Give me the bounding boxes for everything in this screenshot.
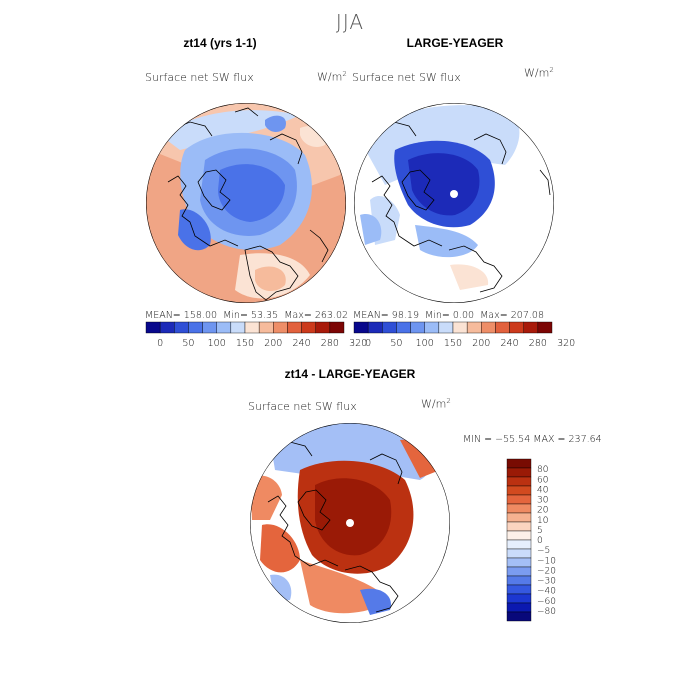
colorbar-large-yeager-swatch	[353, 321, 369, 334]
colorbar-difference-swatch	[506, 530, 532, 541]
colorbar-difference-swatch	[506, 458, 532, 469]
colorbar-zt14-swatch	[159, 321, 175, 334]
colorbar-zt14-tick-label: 0	[157, 338, 163, 349]
map-large-yeager	[354, 103, 554, 303]
colorbar-difference-swatch	[506, 584, 532, 595]
page-title: JJA	[335, 10, 365, 34]
panel2-title: LARGE-YEAGER	[406, 36, 504, 50]
colorbar-difference-tick-label: 60	[537, 475, 548, 485]
colorbar-large-yeager: 0 50 100 150 200 240 280 320	[353, 321, 575, 349]
colorbar-large-yeager-swatch	[396, 321, 411, 334]
colorbar-zt14-swatch	[145, 321, 161, 334]
colorbar-difference-tick-label: −60	[537, 597, 556, 607]
colorbar-difference-swatch	[506, 602, 532, 613]
colorbar-zt14-tick-label: 200	[264, 338, 282, 349]
colorbar-difference-tick-label: 40	[537, 485, 548, 495]
colorbar-zt14-swatch	[315, 321, 331, 334]
colorbar-difference-tick-label: 80	[537, 465, 548, 475]
colorbar-difference-tick-label: −80	[537, 607, 556, 617]
colorbar-large-yeager-swatch	[367, 321, 383, 334]
colorbar-difference-swatch	[506, 485, 532, 496]
colorbar-zt14-swatch	[230, 321, 246, 334]
colorbar-large-yeager-swatch	[523, 321, 539, 334]
colorbar-zt14-tick-label: 280	[321, 338, 339, 349]
panel3-units: W/m2	[421, 397, 451, 411]
colorbar-zt14-swatch	[244, 321, 260, 334]
colorbar-zt14-tick-label: 100	[208, 338, 226, 349]
colorbar-large-yeager-swatch	[382, 321, 397, 334]
colorbar-difference-tick-label: −30	[537, 577, 556, 587]
panel2-variable-label: Surface net SW flux	[352, 71, 461, 84]
colorbar-zt14-swatch	[202, 321, 217, 334]
colorbar-large-yeager-tick-label: 200	[472, 338, 490, 349]
colorbar-difference-swatch	[506, 611, 532, 622]
colorbar-large-yeager-tick-label: 280	[529, 338, 547, 349]
colorbar-zt14-tick-label: 240	[293, 338, 311, 349]
colorbar-difference-tick-label: −20	[537, 566, 556, 576]
colorbar-zt14-swatch	[174, 321, 189, 334]
colorbar-difference-swatch	[506, 557, 532, 568]
colorbar-difference-swatch	[506, 512, 532, 523]
colorbar-difference-swatch	[506, 548, 532, 559]
colorbar-large-yeager-tick-label: 320	[557, 338, 575, 349]
colorbar-zt14-tick-label: 50	[182, 338, 194, 349]
panel3-stats: MIN = −55.54 MAX = 237.64	[463, 434, 602, 445]
colorbar-difference-tick-label: 0	[537, 536, 543, 546]
colorbar-large-yeager-swatch	[466, 321, 482, 334]
panel3-title: zt14 - LARGE-YEAGER	[284, 367, 416, 381]
colorbar-zt14-swatch	[258, 321, 274, 334]
colorbar-difference-tick-label: 30	[537, 496, 548, 506]
colorbar-zt14-tick-label: 320	[349, 338, 367, 349]
colorbar-difference-tick-label: −5	[537, 546, 550, 556]
panel3-variable-label: Surface net SW flux	[248, 400, 357, 413]
colorbar-difference-swatch	[506, 521, 532, 532]
panel1-variable-label: Surface net SW flux	[145, 71, 254, 84]
colorbar-large-yeager-tick-label: 100	[416, 338, 434, 349]
colorbar-zt14-swatch	[273, 321, 288, 334]
colorbar-large-yeager-swatch	[438, 321, 454, 334]
colorbar-difference-swatch	[506, 467, 532, 478]
colorbar-large-yeager-swatch	[537, 321, 553, 334]
colorbar-large-yeager-swatch	[495, 321, 510, 334]
panel1-stats: MEAN= 158.00 Min= 53.35 Max= 263.02	[145, 310, 349, 321]
colorbar-difference-tick-label: 10	[537, 516, 548, 526]
colorbar-zt14-tick-label: 150	[236, 338, 254, 349]
panel1-units: W/m2	[317, 70, 347, 84]
colorbar-difference-swatch	[506, 593, 532, 604]
colorbar-large-yeager-tick-label: 150	[444, 338, 462, 349]
colorbar-difference-tick-label: 5	[537, 526, 543, 536]
panel1-title: zt14 (yrs 1-1)	[183, 36, 257, 50]
colorbar-difference-tick-label: 20	[537, 506, 548, 516]
panel2-units: W/m2	[524, 66, 554, 80]
colorbar-zt14-swatch	[287, 321, 302, 334]
colorbar-difference-swatch	[506, 575, 532, 586]
panel2-stats: MEAN= 98.19 Min= 0.00 Max= 207.08	[353, 310, 544, 321]
colorbar-large-yeager-swatch	[410, 321, 425, 334]
colorbar-difference-swatch	[506, 494, 532, 505]
map-zt14	[146, 103, 346, 303]
colorbar-zt14-swatch	[188, 321, 203, 334]
map-difference	[250, 423, 450, 623]
colorbar-large-yeager-swatch	[452, 321, 468, 334]
colorbar-large-yeager-tick-label: 240	[501, 338, 519, 349]
colorbar-large-yeager-tick-label: 0	[365, 338, 371, 349]
colorbar-large-yeager-swatch	[509, 321, 524, 334]
colorbar-large-yeager-tick-label: 50	[390, 338, 402, 349]
colorbar-large-yeager-swatch	[424, 321, 440, 334]
colorbar-difference-swatch	[506, 539, 532, 550]
colorbar-difference-swatch	[506, 503, 532, 514]
colorbar-zt14-swatch	[301, 321, 316, 334]
colorbar-difference-tick-label: −10	[537, 556, 556, 566]
colorbar-zt14-swatch	[329, 321, 345, 334]
colorbar-zt14-swatch	[216, 321, 232, 334]
colorbar-difference-swatch	[506, 566, 532, 577]
colorbar-difference-swatch	[506, 476, 532, 487]
colorbar-large-yeager-swatch	[481, 321, 496, 334]
colorbar-difference-tick-label: −40	[537, 587, 556, 597]
colorbar-zt14: 0 50 100 150 200 240 280 320	[145, 321, 367, 349]
